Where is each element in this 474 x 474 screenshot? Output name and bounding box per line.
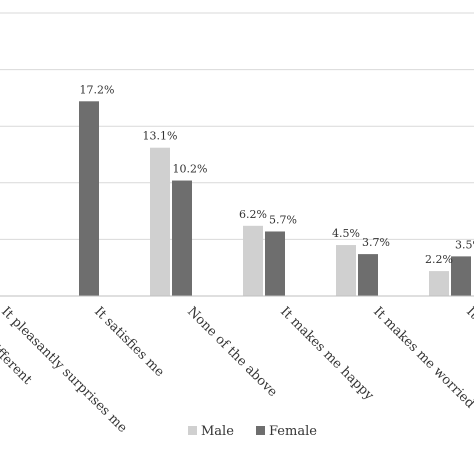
category-label: None of the above — [184, 304, 280, 400]
bar-female — [451, 256, 471, 296]
bar-female — [358, 254, 378, 296]
bars — [79, 101, 471, 297]
bar-female — [265, 231, 285, 296]
bar-male — [336, 245, 356, 296]
category-label: It a — [463, 304, 474, 331]
data-label: 5.7% — [269, 213, 297, 226]
category-label: It makes me worried — [370, 304, 474, 411]
category-label: It satisfies me — [91, 304, 167, 380]
legend-swatch-female — [256, 426, 265, 435]
bar-female — [172, 180, 192, 296]
legend-label-female: Female — [269, 424, 317, 439]
bar-male — [150, 147, 170, 296]
data-label: 17.2% — [80, 83, 115, 96]
legend-swatch-male — [188, 426, 197, 435]
gridlines — [0, 12, 474, 240]
data-labels: 13.1%6.2%4.5%2.2%2%17.2%10.2%5.7%3.7%3.5… — [80, 83, 474, 266]
data-label: 10.2% — [173, 163, 208, 176]
bar-female — [79, 101, 99, 297]
data-label: 6.2% — [239, 208, 267, 221]
bar-male — [243, 225, 263, 296]
data-label: 3.5% — [455, 238, 474, 251]
category-label: It makes me happy — [277, 304, 377, 404]
legend: Male Female — [188, 424, 317, 439]
data-label: 4.5% — [332, 227, 360, 240]
data-label: 13.1% — [143, 130, 178, 143]
data-label: 2.2% — [425, 253, 453, 266]
data-label: 3.7% — [362, 236, 390, 249]
bar-male — [429, 271, 449, 296]
legend-label-male: Male — [201, 424, 234, 439]
